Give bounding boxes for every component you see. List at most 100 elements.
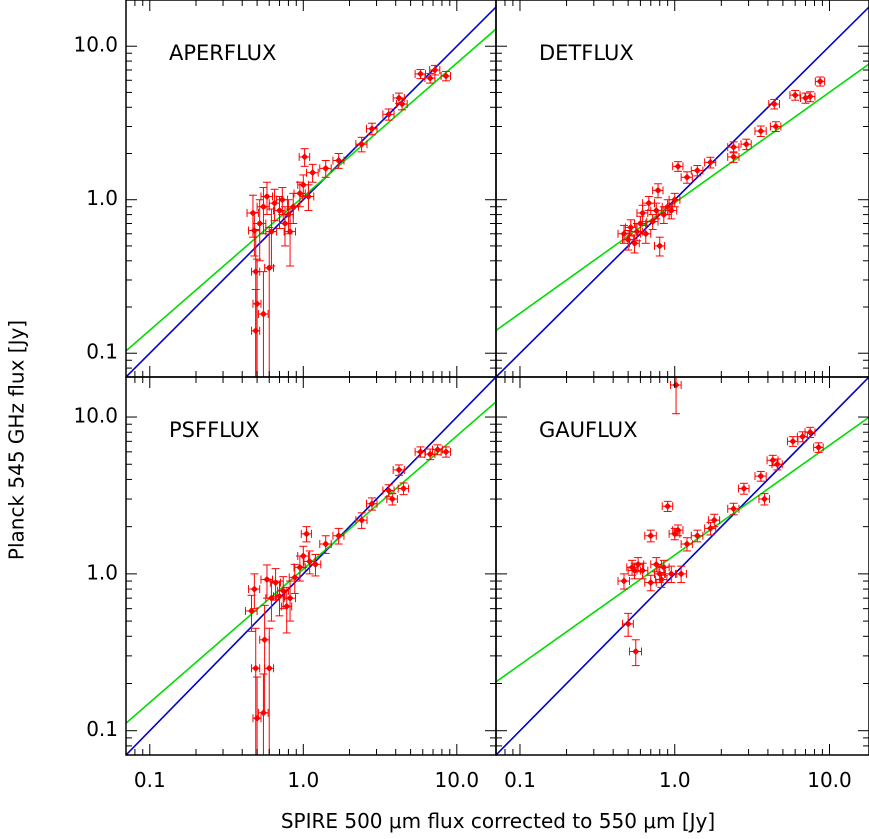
data-point	[622, 612, 634, 637]
point-marker	[664, 203, 672, 211]
point-marker	[760, 495, 768, 503]
panel-plot-area	[496, 377, 869, 755]
data-point	[424, 72, 436, 84]
point-marker	[286, 228, 294, 236]
data-point	[758, 493, 771, 506]
data-point	[737, 482, 750, 495]
data-point	[252, 676, 262, 755]
point-marker	[742, 140, 750, 148]
data-point	[727, 502, 740, 516]
y-axis-title: Planck 545 GHz flux [Jy]	[5, 320, 29, 560]
point-marker	[772, 122, 780, 130]
point-marker	[265, 664, 273, 672]
panel-aperflux: 0.1 1.0 10.0 APERFLUX	[73, 0, 497, 378]
panel-plot-area	[126, 377, 496, 755]
point-marker	[791, 91, 799, 99]
point-marker	[276, 207, 284, 215]
x-tick-label: 0.1	[504, 768, 536, 792]
data-point	[672, 161, 684, 172]
data-point	[397, 482, 410, 496]
data-point	[754, 470, 767, 482]
x-tick-label: 1.0	[659, 768, 691, 792]
point-marker	[248, 607, 256, 615]
point-marker	[656, 242, 664, 250]
point-marker	[683, 173, 691, 181]
data-point	[680, 171, 693, 184]
data-point	[672, 524, 684, 537]
x-axis-title: SPIRE 500 μm flux corrected to 550 μm [J…	[281, 809, 715, 833]
data-point	[644, 529, 657, 543]
point-marker	[757, 472, 765, 480]
data-point	[283, 208, 297, 267]
point-marker	[289, 203, 297, 211]
panel-plot-area	[496, 6, 869, 377]
x-tick-label: 1.0	[287, 768, 319, 792]
point-marker	[385, 487, 393, 495]
data-point	[657, 559, 670, 576]
point-marker	[335, 532, 343, 540]
y-tick-label: 0.1	[86, 340, 118, 364]
point-marker	[252, 327, 260, 335]
data-point	[674, 565, 687, 584]
point-marker	[683, 540, 691, 548]
data-point	[704, 156, 717, 169]
data-point	[248, 573, 261, 610]
data-point	[670, 377, 682, 415]
point-marker	[311, 560, 319, 568]
data-point	[690, 529, 704, 543]
panel-title: GAUFLUX	[539, 418, 638, 442]
point-marker	[283, 602, 291, 610]
data-point	[273, 195, 286, 229]
panel-title: PSFFLUX	[169, 418, 260, 442]
point-marker	[806, 93, 814, 101]
point-marker	[642, 230, 650, 238]
point-marker	[281, 219, 289, 227]
data-point	[727, 141, 740, 154]
point-marker	[303, 530, 311, 538]
point-marker	[620, 230, 628, 238]
point-marker	[431, 66, 439, 74]
data-point	[259, 604, 270, 714]
data-point	[771, 458, 783, 471]
point-marker	[770, 100, 778, 108]
data-point	[355, 512, 368, 529]
point-marker	[667, 570, 675, 578]
panel-psfflux: 0.1 1.0 10.0 0.1 1.0 10.0 PSFFLUX	[73, 376, 497, 792]
point-marker	[322, 164, 330, 172]
point-marker	[674, 162, 682, 170]
data-point	[251, 627, 261, 755]
data-point	[754, 125, 767, 138]
point-marker	[740, 485, 748, 493]
data-point	[298, 148, 311, 167]
y-tick-label: 1.0	[86, 186, 118, 210]
point-marker	[434, 446, 442, 454]
data-point	[355, 136, 368, 153]
panel-frame	[495, 376, 869, 756]
point-marker	[645, 199, 653, 207]
x-tick-label: 10.0	[807, 768, 852, 792]
point-marker	[654, 186, 662, 194]
y-tick-label: 10.0	[73, 33, 118, 57]
fit-line	[126, 28, 496, 352]
point-marker	[693, 532, 701, 540]
data-point	[302, 184, 315, 212]
data-point	[789, 89, 801, 101]
point-marker	[249, 209, 257, 217]
point-marker	[291, 573, 299, 581]
data-point	[740, 138, 752, 151]
point-marker	[252, 268, 260, 276]
point-marker	[660, 563, 668, 571]
point-marker	[657, 576, 665, 584]
data-point	[265, 208, 278, 267]
data-point	[707, 513, 721, 528]
data-point	[260, 181, 273, 216]
point-marker	[757, 127, 765, 135]
point-marker	[304, 192, 312, 200]
point-marker	[706, 158, 714, 166]
data-point	[319, 160, 332, 178]
point-marker	[250, 585, 258, 593]
point-marker	[806, 428, 814, 436]
data-point	[365, 497, 378, 511]
point-marker	[253, 300, 261, 308]
unity-line	[126, 377, 496, 755]
